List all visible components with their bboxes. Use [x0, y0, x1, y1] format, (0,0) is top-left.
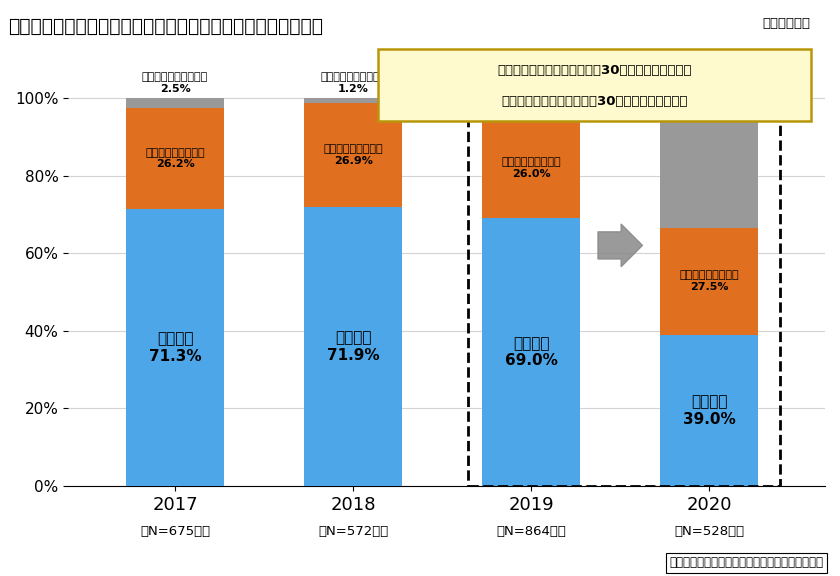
Text: 希望通り
69.0%: 希望通り 69.0% [505, 336, 558, 368]
Bar [304, 207, 402, 486]
Text: 希望通りではない，
27.5%: 希望通りではない， 27.5% [680, 271, 739, 292]
Text: どちらともいえない，
1.2%: どちらともいえない， 1.2% [320, 73, 386, 94]
Text: どちらともいえない，
33.5%: どちらともいえない， 33.5% [676, 73, 743, 94]
Bar [482, 98, 580, 118]
Bar [126, 209, 224, 486]
Text: （N=864名）: （N=864名） [496, 525, 566, 538]
Text: 希望通りではない，
26.9%: 希望通りではない， 26.9% [323, 144, 383, 165]
Bar [126, 98, 224, 108]
Text: 希望通り
71.9%: 希望通り 71.9% [327, 330, 380, 363]
Bar [468, 98, 780, 486]
Text: （N=572名）: （N=572名） [318, 525, 388, 538]
Bar [482, 118, 580, 218]
Text: 希望通りではない，
26.2%: 希望通りではない， 26.2% [145, 147, 205, 169]
Text: （N=528名）: （N=528名） [675, 525, 744, 538]
Bar [660, 335, 759, 486]
Text: 働く既婚女性、ソフトブレーン・フィールド調べ: 働く既婚女性、ソフトブレーン・フィールド調べ [669, 556, 823, 569]
Text: （N=675名）: （N=675名） [140, 525, 210, 538]
Bar [304, 103, 402, 207]
FancyArrow shape [598, 224, 643, 267]
Text: どちらともいえない，
2.5%: どちらともいえない， 2.5% [142, 73, 208, 94]
Bar [660, 228, 759, 335]
Text: 希望通りではない，
26.0%: 希望通りではない， 26.0% [501, 157, 561, 179]
Bar [304, 98, 402, 103]
Text: ［単一回答］: ［単一回答］ [763, 17, 811, 31]
Text: どちらともいえない，
5.0%: どちらともいえない， 5.0% [498, 73, 564, 94]
Text: 前回調査より「希望通り」が30ポイント以上ダウン: 前回調査より「希望通り」が30ポイント以上ダウン [497, 64, 691, 77]
Bar [126, 108, 224, 209]
Text: 希望通り
71.3%: 希望通り 71.3% [149, 331, 202, 364]
Text: 図表１）現在、希望通りの働き方ができていると思いますか？: 図表１）現在、希望通りの働き方ができていると思いますか？ [8, 17, 323, 36]
Bar [482, 218, 580, 486]
Text: 希望通り
39.0%: 希望通り 39.0% [683, 394, 736, 427]
Bar [660, 98, 759, 228]
Text: 「どちらともいえない」が30ポイント以上アップ: 「どちらともいえない」が30ポイント以上アップ [501, 95, 688, 108]
